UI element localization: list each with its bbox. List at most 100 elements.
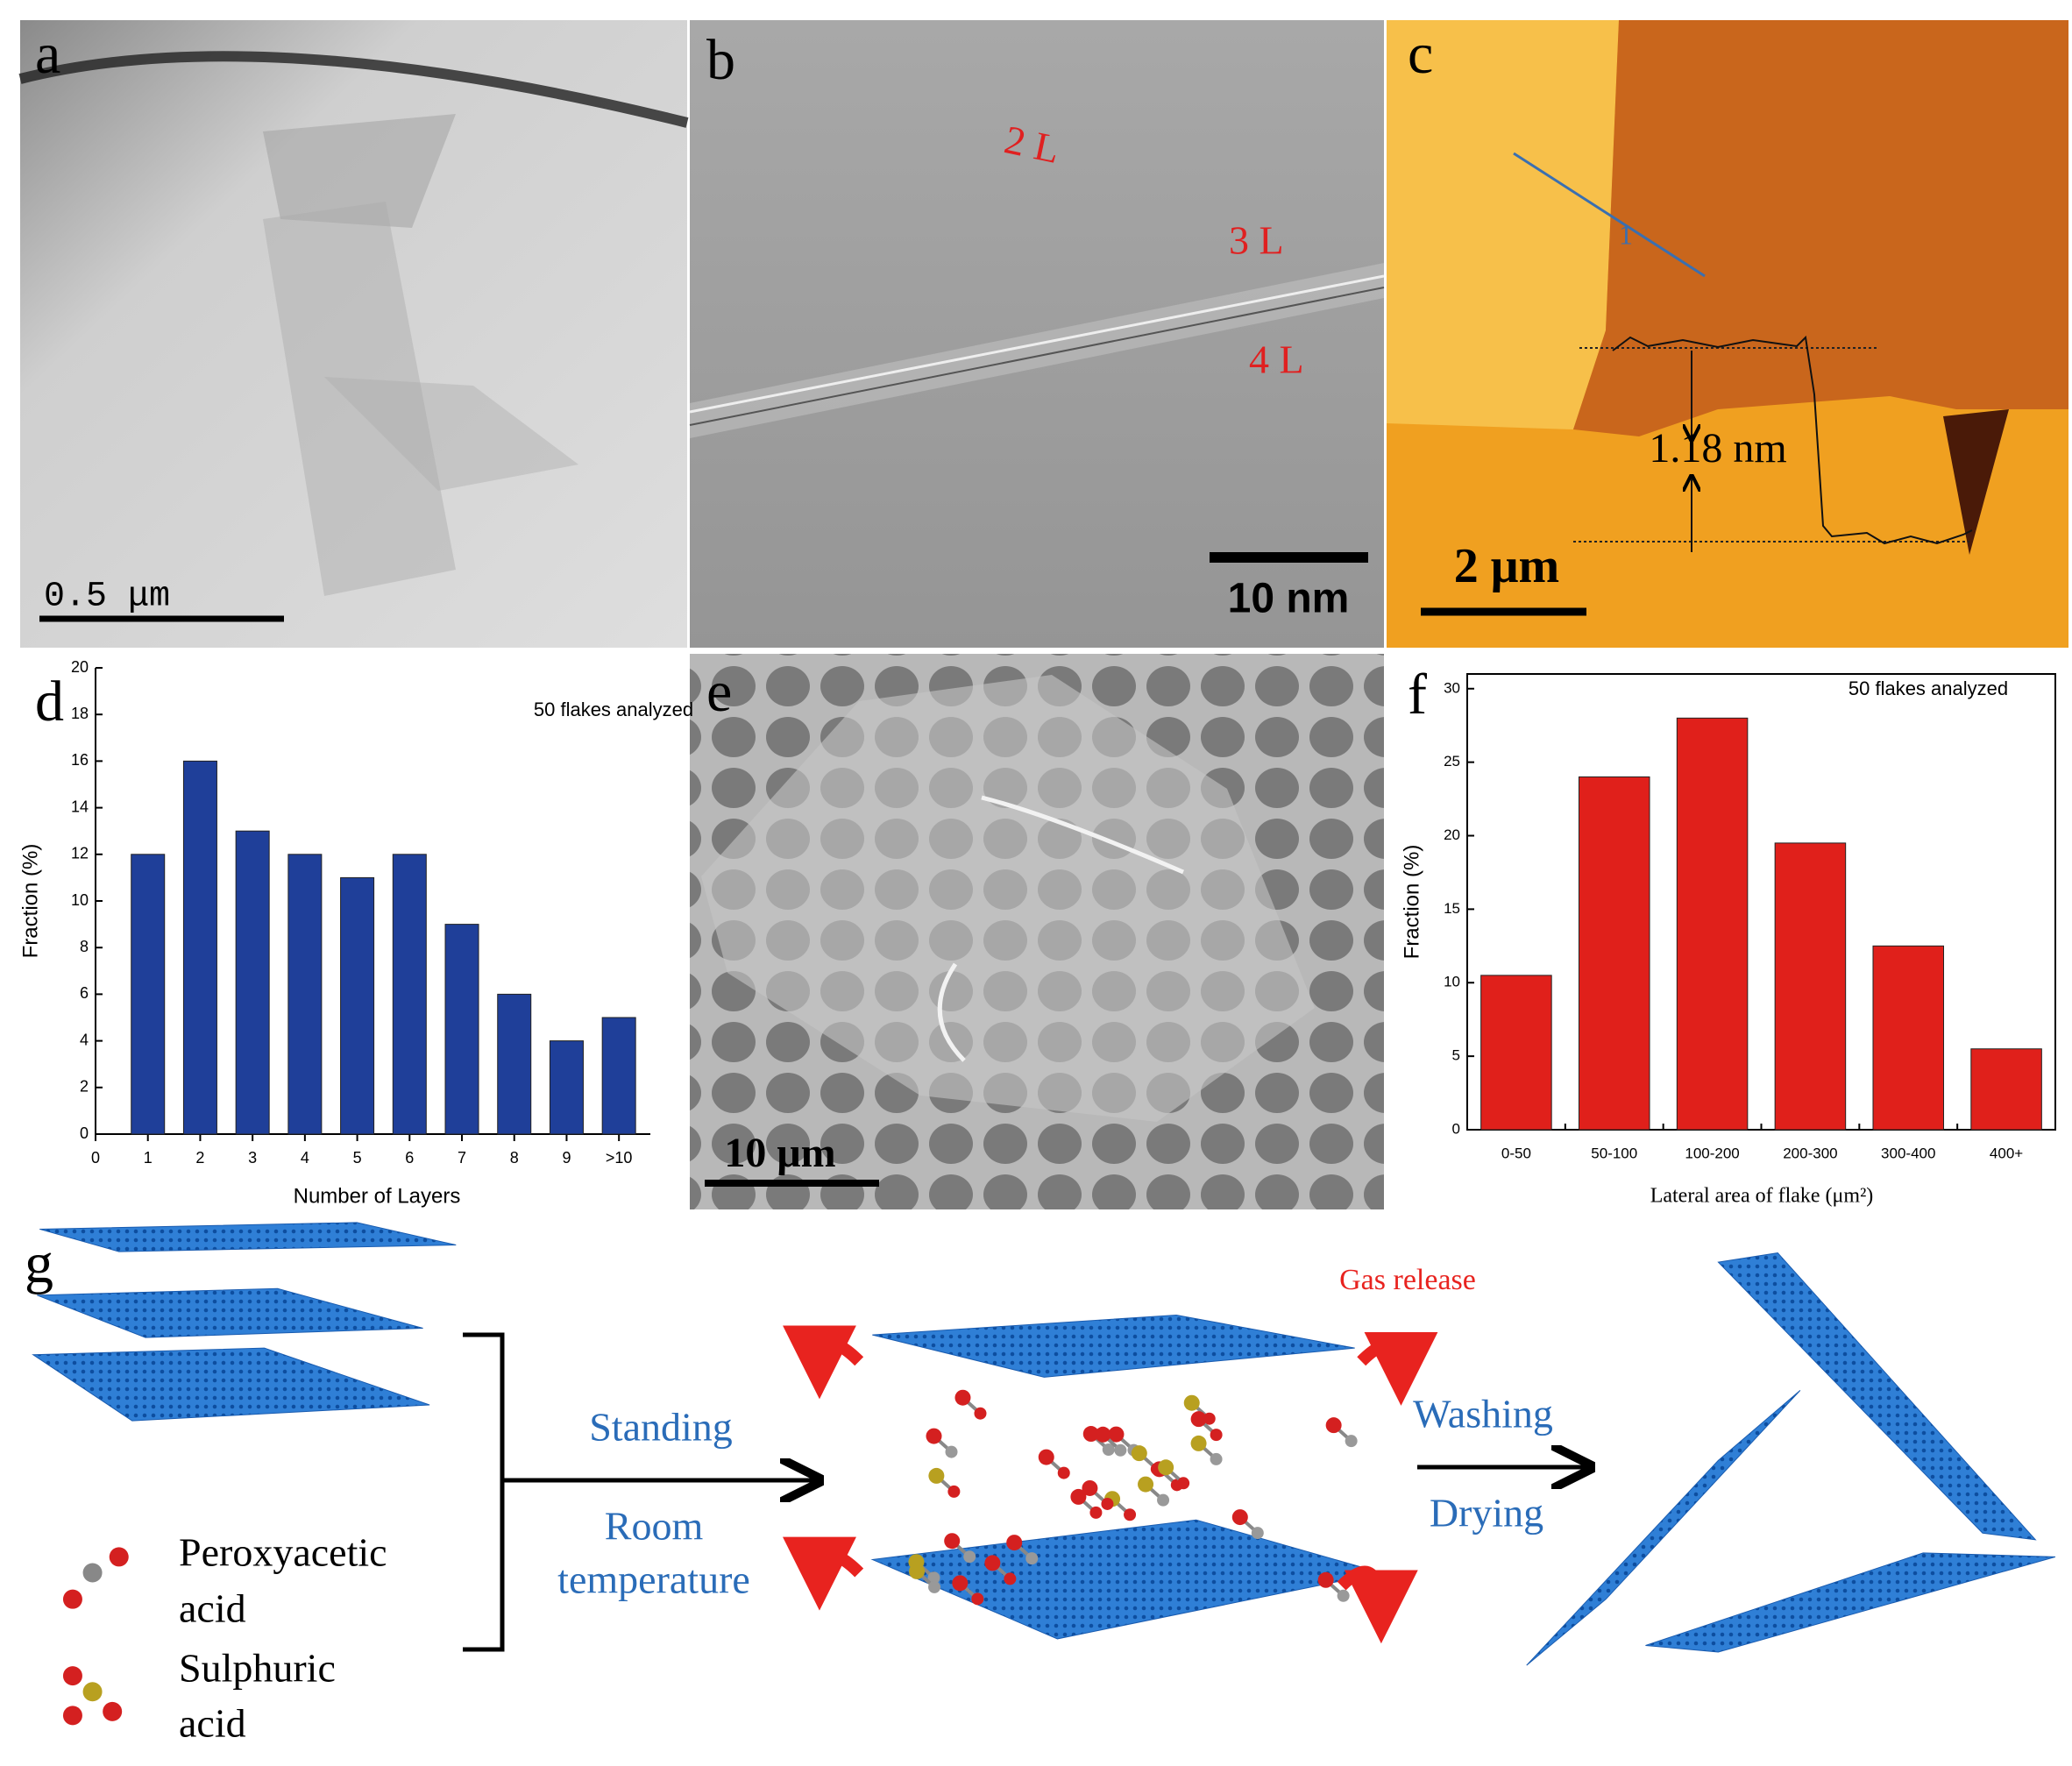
graphene-sheet bbox=[1645, 1552, 2056, 1653]
bar bbox=[1676, 717, 1749, 1131]
atom bbox=[1082, 1479, 1098, 1496]
bar bbox=[497, 993, 532, 1135]
legend-atom bbox=[103, 1701, 123, 1721]
atom bbox=[1089, 1506, 1103, 1519]
x-tick-label: 0-50 bbox=[1501, 1145, 1531, 1161]
graphene-sheet bbox=[39, 1222, 457, 1252]
step-label: temperature bbox=[557, 1557, 750, 1602]
bar bbox=[1578, 776, 1650, 1131]
atom bbox=[927, 1571, 940, 1585]
graphene-sheet bbox=[1717, 1252, 2037, 1541]
y-axis-label: Fraction (%) bbox=[1400, 845, 1423, 960]
y-tick-label: 14 bbox=[71, 798, 89, 815]
graphene-sheet bbox=[1526, 1390, 1801, 1666]
gas-arrow bbox=[782, 1325, 864, 1400]
atom bbox=[1004, 1572, 1017, 1585]
y-tick-label: 0 bbox=[80, 1124, 89, 1142]
atom bbox=[1183, 1394, 1200, 1411]
scale-label: 10 μm bbox=[724, 1130, 835, 1176]
panel-letter: a bbox=[35, 22, 60, 86]
legend-label: Peroxyacetic bbox=[179, 1530, 387, 1575]
step-label: Washing bbox=[1413, 1392, 1553, 1436]
atom bbox=[944, 1533, 961, 1550]
bar bbox=[287, 854, 323, 1135]
x-tick-label: 8 bbox=[510, 1149, 519, 1167]
atom bbox=[1102, 1443, 1115, 1457]
panel-letter: g bbox=[25, 1231, 53, 1295]
wrinkle bbox=[937, 795, 1184, 1062]
bar bbox=[1872, 945, 1945, 1131]
profile-line bbox=[1513, 152, 1706, 278]
scale-label: 0.5 μm bbox=[44, 578, 170, 617]
flake bbox=[324, 377, 578, 491]
bar bbox=[549, 1040, 584, 1135]
gas-release-label: Gas release bbox=[1339, 1264, 1476, 1296]
x-tick-label: 100-200 bbox=[1685, 1145, 1739, 1161]
layer-label: 3 L bbox=[1229, 218, 1284, 263]
x-tick-label: 5 bbox=[353, 1149, 362, 1167]
x-tick-label: 6 bbox=[405, 1149, 414, 1167]
annotation: 50 flakes analyzed bbox=[1848, 677, 2008, 699]
step-label: Drying bbox=[1430, 1491, 1543, 1535]
fold bbox=[1943, 409, 2009, 555]
bar bbox=[1480, 975, 1552, 1131]
atom bbox=[1345, 1435, 1358, 1448]
y-tick-label: 10 bbox=[1444, 974, 1460, 990]
legend-atom bbox=[62, 1666, 82, 1686]
plot-frame bbox=[1466, 673, 2056, 1131]
x-axis-label: Lateral area of flake (μm²) bbox=[1650, 1185, 1874, 1208]
graphene-sheet bbox=[872, 1314, 1355, 1378]
flake-edge bbox=[18, 51, 689, 128]
y-tick-label: 12 bbox=[71, 845, 89, 862]
atom bbox=[947, 1485, 961, 1498]
atom bbox=[1203, 1412, 1216, 1425]
y-tick-label: 10 bbox=[71, 891, 89, 909]
atom bbox=[1124, 1508, 1137, 1521]
panel-letter: e bbox=[706, 660, 732, 724]
bar bbox=[1970, 1048, 2042, 1131]
atom bbox=[1114, 1443, 1127, 1457]
atom bbox=[1190, 1435, 1207, 1451]
atom bbox=[1082, 1426, 1099, 1443]
atom bbox=[1210, 1429, 1223, 1442]
graphene-sheet bbox=[37, 1287, 423, 1338]
atom bbox=[1070, 1488, 1087, 1505]
atom bbox=[1057, 1466, 1070, 1479]
atom bbox=[1251, 1527, 1264, 1540]
atom bbox=[1190, 1411, 1207, 1428]
atom bbox=[926, 1428, 942, 1444]
atom bbox=[984, 1555, 1001, 1571]
y-tick-label: 20 bbox=[71, 658, 89, 676]
scale-label: 10 nm bbox=[1228, 576, 1350, 622]
substrate bbox=[1387, 20, 1619, 429]
y-tick-label: 20 bbox=[1444, 826, 1460, 843]
graphene-sheet bbox=[32, 1347, 430, 1422]
bar bbox=[1774, 842, 1847, 1131]
atom bbox=[1157, 1493, 1170, 1507]
atom bbox=[1131, 1445, 1147, 1462]
x-tick-label: 200-300 bbox=[1783, 1145, 1837, 1161]
flake bbox=[701, 675, 1315, 1122]
y-tick-label: 8 bbox=[80, 938, 89, 955]
y-tick-label: 0 bbox=[1452, 1120, 1460, 1137]
atom bbox=[945, 1445, 958, 1458]
atom bbox=[1138, 1476, 1154, 1493]
y-tick-label: 25 bbox=[1444, 753, 1460, 770]
x-tick-label: 400+ bbox=[1990, 1145, 2023, 1161]
panel-letter: f bbox=[1408, 663, 1427, 727]
atom bbox=[1317, 1571, 1334, 1588]
height-label: 1.18 nm bbox=[1649, 425, 1786, 472]
legend-atom bbox=[62, 1589, 82, 1609]
bar bbox=[444, 924, 479, 1135]
x-tick-label: 1 bbox=[144, 1149, 153, 1167]
atom bbox=[954, 1389, 971, 1406]
gas-arrow bbox=[1357, 1331, 1438, 1406]
legend-atom bbox=[82, 1563, 103, 1583]
x-axis-label: Number of Layers bbox=[294, 1184, 461, 1208]
panel-letter: b bbox=[706, 28, 735, 92]
bar bbox=[340, 876, 375, 1135]
x-tick-label: 7 bbox=[458, 1149, 466, 1167]
panel-a: a 0.5 μm bbox=[18, 20, 689, 648]
atom bbox=[1006, 1535, 1023, 1551]
